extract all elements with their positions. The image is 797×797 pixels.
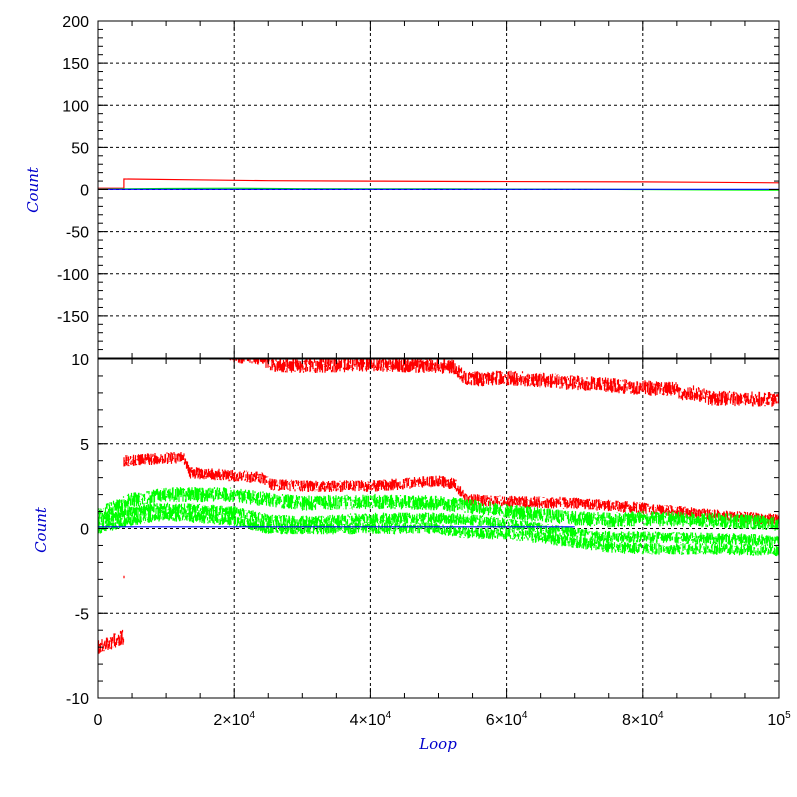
y-tick-label: 150 (62, 56, 89, 73)
x-tick-label: 6×104 (486, 710, 528, 729)
x-tick-label: 105 (767, 710, 791, 729)
x-tick-label: 4×104 (350, 710, 392, 729)
y-tick-label: -50 (66, 225, 89, 242)
bottom-y-axis-title: Count (32, 506, 50, 553)
y-tick-label: -100 (57, 267, 89, 284)
y-tick-label: 0 (80, 522, 89, 539)
top-y-axis-title: Count (24, 166, 42, 213)
y-tick-label: 10 (71, 352, 89, 369)
y-tick-label: -5 (75, 606, 89, 623)
y-tick-label: -150 (57, 309, 89, 326)
bottom-panel: -10 -5 0 5 10 0 2×104 4×104 6×104 8×104 105 (66, 352, 791, 729)
y-tick-label: 0 (80, 183, 89, 200)
series-band (98, 487, 779, 531)
series-band (98, 359, 779, 655)
x-tick-label: 8×104 (622, 710, 664, 729)
series-line (98, 178, 779, 189)
y-tick-label: 100 (62, 98, 89, 115)
y-tick-label: -10 (66, 691, 89, 708)
y-tick-label: 200 (62, 14, 89, 31)
series-band (98, 502, 779, 547)
y-tick-label: 50 (71, 140, 89, 157)
x-axis-title: Loop (418, 735, 457, 753)
y-tick-label: 5 (80, 437, 89, 454)
top-panel: -150 -100 -50 0 50 100 150 200 (57, 14, 780, 359)
x-tick-label: 2×104 (213, 710, 255, 729)
x-tick-label: 0 (94, 712, 103, 729)
